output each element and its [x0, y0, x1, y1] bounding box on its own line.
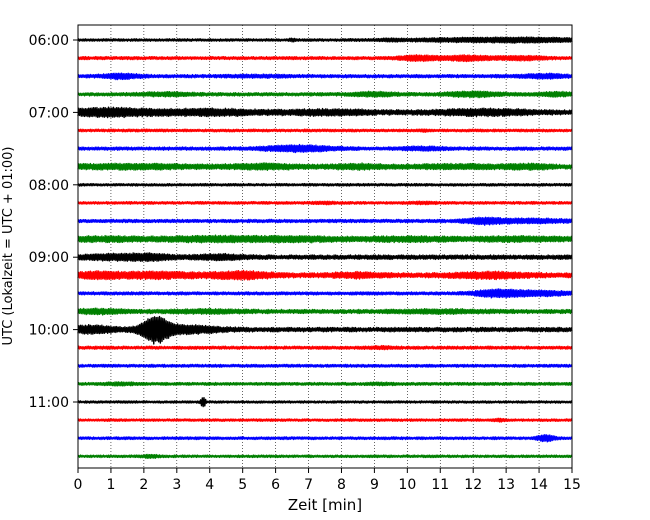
x-tick-label: 7 — [304, 477, 313, 493]
seismic-trace — [77, 252, 573, 263]
x-axis-ticks: 0 1 2 3 4 5 6 7 8 9 10 11 12 13 14 15 — [74, 468, 581, 493]
x-tick-label: 8 — [337, 477, 346, 493]
seismic-trace — [77, 288, 573, 299]
seismic-trace — [77, 182, 573, 187]
seismic-trace — [77, 216, 573, 226]
seismic-trace — [77, 363, 573, 368]
seismic-trace — [77, 417, 573, 423]
x-tick-label: 3 — [172, 477, 181, 493]
y-tick-label: 09:00 — [29, 250, 69, 266]
seismic-trace — [77, 54, 573, 63]
trace-group — [77, 36, 573, 460]
x-tick-label: 11 — [431, 477, 449, 493]
x-tick-label: 14 — [530, 477, 548, 493]
seismic-trace — [77, 106, 573, 119]
x-tick-label: 12 — [464, 477, 482, 493]
seismic-trace — [77, 128, 573, 133]
x-tick-label: 10 — [398, 477, 416, 493]
seismic-trace — [77, 381, 573, 387]
x-tick-label: 6 — [271, 477, 280, 493]
plot-frame — [77, 24, 573, 469]
seismic-trace — [77, 315, 573, 345]
seismic-trace — [77, 434, 573, 443]
x-tick-label: 13 — [497, 477, 515, 493]
y-axis-ticks: 06:00 07:00 08:00 09:00 10:00 11:00 — [29, 33, 78, 411]
y-tick-label: 08:00 — [29, 178, 69, 194]
x-tick-label: 15 — [563, 477, 581, 493]
y-tick-label: 06:00 — [29, 33, 69, 49]
x-axis-label: Zeit [min] — [288, 496, 362, 514]
x-tick-label: 2 — [139, 477, 148, 493]
seismic-trace — [77, 307, 573, 316]
x-tick-label: 4 — [205, 477, 214, 493]
seismic-trace — [77, 72, 573, 81]
x-tick-label: 5 — [238, 477, 247, 493]
x-tick-label: 0 — [74, 477, 83, 493]
x-tick-label: 9 — [370, 477, 379, 493]
x-tick-label: 1 — [106, 477, 115, 493]
y-tick-label: 07:00 — [29, 105, 69, 121]
seismic-trace — [77, 453, 573, 460]
seismic-trace — [77, 143, 573, 154]
seismic-trace — [77, 200, 573, 206]
y-tick-label: 10:00 — [29, 323, 69, 339]
y-axis-label: UTC (Lokalzeit = UTC + 01:00) — [1, 147, 16, 346]
y-tick-label: 11:00 — [29, 395, 69, 411]
seismic-trace — [77, 36, 573, 44]
seismic-trace — [77, 162, 573, 171]
seismic-trace — [77, 344, 573, 351]
seismic-trace — [77, 234, 573, 244]
seismic-trace — [77, 90, 573, 99]
seismic-trace — [77, 397, 573, 408]
seismic-trace — [77, 269, 573, 281]
x-gridlines — [110, 25, 540, 468]
